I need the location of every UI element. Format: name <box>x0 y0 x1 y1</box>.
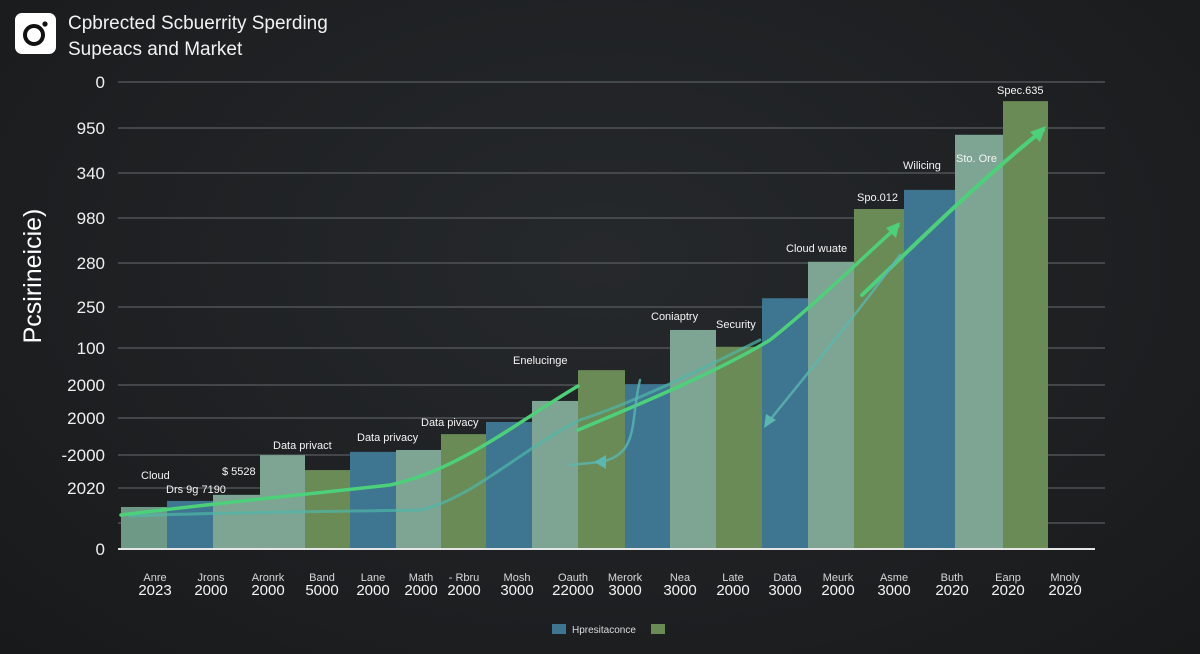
chart-title: Cpbrected Scbuerrity Sperding <box>68 13 328 34</box>
y-tick-label: 2000 <box>67 376 105 395</box>
bar <box>955 134 1003 549</box>
annotation-label: Cloud <box>141 470 170 482</box>
x-value-label: 2000 <box>251 582 284 599</box>
x-value-label: 3000 <box>663 582 696 599</box>
x-category-label: Anre <box>143 572 166 584</box>
x-value-label: 5000 <box>305 582 338 599</box>
x-category-label: Eanp <box>995 572 1021 584</box>
annotation-label: Spo.012 <box>857 192 898 204</box>
trend-lines <box>119 126 1046 518</box>
annotation-label: Sto. Ore <box>956 153 997 165</box>
bar <box>486 421 532 549</box>
bar <box>625 384 670 549</box>
arrow-head-icon <box>594 455 606 469</box>
annotation-label: Wilicing <box>903 160 941 172</box>
x-value-label: 2000 <box>356 582 389 599</box>
y-tick-label: 340 <box>77 164 105 183</box>
y-tick-label: 280 <box>77 254 105 273</box>
x-category-label: Asme <box>880 572 908 584</box>
arrow-head-icon <box>886 222 900 238</box>
x-category-label: Lane <box>361 572 385 584</box>
y-tick-label: 950 <box>77 119 105 138</box>
legend-swatch-blue <box>552 624 566 634</box>
trend-line-teal-3 <box>764 253 902 427</box>
x-value-label: 22000 <box>552 582 594 599</box>
y-tick-label: 0 <box>96 73 105 92</box>
bar <box>260 455 305 549</box>
x-category-label: Jrons <box>198 572 225 584</box>
trend-line-green-1 <box>119 384 580 517</box>
x-category-label: Math <box>409 572 433 584</box>
bar <box>305 470 350 549</box>
bar <box>1003 101 1048 549</box>
annotation-label: Security <box>716 319 756 331</box>
annotation-label: Spec.635 <box>997 85 1043 97</box>
x-value-label: 2000 <box>716 582 749 599</box>
arrow-head-icon <box>1030 126 1046 142</box>
x-value-label: 2020 <box>935 582 968 599</box>
x-value-label: 2000 <box>404 582 437 599</box>
annotation-label: Data privacy <box>357 432 419 444</box>
bar <box>350 451 396 549</box>
x-value-label: 3000 <box>877 582 910 599</box>
x-value-label: 2000 <box>194 582 227 599</box>
y-tick-label: 980 <box>77 209 105 228</box>
annotation-label: Cloud wuate <box>786 243 847 255</box>
bar <box>904 189 955 549</box>
trend-line-green-3 <box>860 128 1045 297</box>
x-category-label: Mosh <box>504 572 531 584</box>
x-value-label: 2020 <box>1048 582 1081 599</box>
legend: Hpresitaconce <box>552 624 665 636</box>
trend-line-teal <box>128 338 762 518</box>
bar <box>396 449 441 549</box>
y-tick-label: 100 <box>77 339 105 358</box>
y-tick-label: 250 <box>77 298 105 317</box>
y-tick-label: 2000 <box>67 409 105 428</box>
annotation-label: Coniaptry <box>651 311 699 323</box>
x-category-label: Data <box>773 572 797 584</box>
x-category-label: Merork <box>608 572 643 584</box>
x-category-label: - Rbru <box>449 572 480 584</box>
bar <box>854 209 904 550</box>
x-category-label: Nea <box>670 572 691 584</box>
x-value-label: 3000 <box>608 582 641 599</box>
bar <box>716 346 762 549</box>
chart-subtitle: Supeacs and Market <box>68 39 243 60</box>
x-value-label: 2020 <box>991 582 1024 599</box>
y-tick-label: 0 <box>96 540 105 559</box>
x-category-label: Oauth <box>558 572 588 584</box>
x-category-label: Late <box>722 572 743 584</box>
x-value-label: 3000 <box>768 582 801 599</box>
legend-label: Hpresitaconce <box>572 625 636 636</box>
annotation-label: Data pivacy <box>421 417 479 429</box>
arrow-head-icon <box>764 414 776 428</box>
x-value-label: 2000 <box>821 582 854 599</box>
annotation-label: $ 5528 <box>222 466 256 478</box>
x-value-label: 2000 <box>447 582 480 599</box>
x-value-label: 2023 <box>138 582 171 599</box>
bar <box>670 329 716 549</box>
x-category-label: Meurk <box>823 572 854 584</box>
y-axis-label: Pcsirineicie) <box>19 209 47 344</box>
x-category-label: Buth <box>941 572 964 584</box>
annotation-label: Data privact <box>273 440 332 452</box>
legend-swatch-green <box>651 624 665 634</box>
trend-line-green-2 <box>576 224 900 432</box>
bar <box>808 261 854 549</box>
chart-title-block: Cpbrected Scbuerrity Sperding Supeacs an… <box>68 11 328 63</box>
annotation-label: Drs 9g 7190 <box>166 484 226 496</box>
y-tick-label: 2020 <box>67 479 105 498</box>
annotation-label: Enelucinge <box>513 355 567 367</box>
y-tick-label: -2000 <box>62 446 105 465</box>
camera-logo-icon <box>15 13 56 54</box>
x-category-label: Band <box>309 572 335 584</box>
x-category-label: Aronrk <box>252 572 285 584</box>
x-category-label: Mnoly <box>1050 572 1080 584</box>
x-value-label: 3000 <box>500 582 533 599</box>
